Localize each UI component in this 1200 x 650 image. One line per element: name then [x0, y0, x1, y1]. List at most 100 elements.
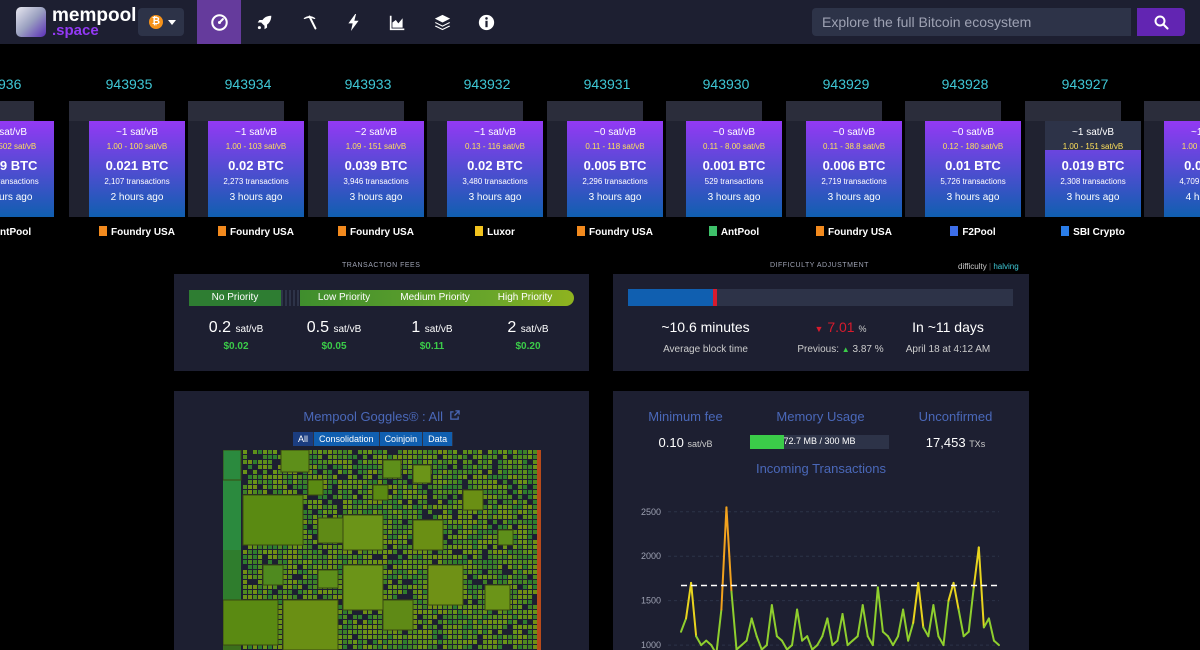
- block-height[interactable]: 943931: [583, 76, 631, 92]
- block-face[interactable]: ~1 sat/vB 1.00 - 103 sat/vB 0.02 BTC 2,273 …: [208, 121, 304, 217]
- block-4[interactable]: 943932 ~1 sat/vB 0.13 - 116 sat/vB 0.02 BTC…: [427, 44, 547, 249]
- chart-line-segment: [816, 635, 824, 647]
- block-time: 3 hours ago: [588, 192, 642, 203]
- block-1[interactable]: 943935 ~1 sat/vB 1.00 - 100 sat/vB 0.021 BT…: [69, 44, 189, 249]
- block-height[interactable]: 943928: [941, 76, 989, 92]
- block-5[interactable]: 943931 ~0 sat/vB 0.11 - 118 sat/vB 0.005 BT…: [547, 44, 667, 249]
- mempool-logo[interactable]: mempool .space: [16, 5, 136, 39]
- block-height[interactable]: 943935: [105, 76, 153, 92]
- block-height[interactable]: 943927: [1061, 76, 1109, 92]
- block-6[interactable]: 943930 ~0 sat/vB 0.11 - 8.00 sat/vB 0.001 B…: [666, 44, 786, 249]
- chart-line-segment: [826, 617, 834, 647]
- block-pool[interactable]: Foundry USA: [69, 226, 205, 238]
- chart-point: [978, 547, 979, 548]
- block-face[interactable]: ~1 sat/vB 1.00 - 502 sat/vB 0.01 BTC 4,709 …: [1164, 121, 1200, 217]
- nav-graphs[interactable]: [375, 0, 419, 44]
- block-height[interactable]: 943936: [0, 76, 22, 92]
- incoming-transactions-chart[interactable]: 2500 2000 1500 1000: [613, 486, 1029, 650]
- no-priority-usd: $0.02: [223, 341, 249, 352]
- chart-point: [842, 613, 843, 614]
- nav-mining[interactable]: [287, 0, 331, 44]
- medium-priority-label: Medium Priority: [400, 292, 470, 303]
- block-face[interactable]: ~1 sat/vB 1.00 - 502 sat/vB 0.019 BTC 2,213…: [0, 121, 54, 217]
- block-pool[interactable]: F2Pool: [905, 226, 1041, 238]
- network-selector[interactable]: ₿: [138, 8, 184, 36]
- block-pool[interactable]: Foundry USA: [547, 226, 683, 238]
- block-pool[interactable]: SBI Crypto: [1025, 226, 1161, 238]
- block-height[interactable]: 943933: [344, 76, 392, 92]
- block-total-fees: 0.01 BTC: [1184, 158, 1200, 173]
- chart-line-segment: [786, 644, 794, 650]
- filter-data[interactable]: Data: [423, 432, 453, 446]
- block-8[interactable]: 943928 ~0 sat/vB 0.12 - 180 sat/vB 0.01 BTC…: [905, 44, 1025, 249]
- block-face[interactable]: ~0 sat/vB 0.11 - 38.8 sat/vB 0.006 BTC 2,71…: [806, 121, 902, 217]
- block-pool[interactable]: AntPool: [0, 226, 74, 238]
- block-face[interactable]: ~1 sat/vB 0.13 - 116 sat/vB 0.02 BTC 3,480 …: [447, 121, 543, 217]
- block-pool[interactable]: AntPool: [666, 226, 802, 238]
- difficulty-change-value: 7.01: [827, 319, 855, 335]
- chart-line-segment: [750, 617, 758, 638]
- nav-docs[interactable]: [420, 0, 464, 44]
- block-9[interactable]: 943927 ~1 sat/vB 1.00 - 151 sat/vB 0.019 BT…: [1025, 44, 1145, 249]
- filter-consolidation[interactable]: Consolidation: [314, 432, 379, 446]
- high-priority-unit: sat/vB: [520, 324, 549, 335]
- chart-point: [943, 645, 944, 646]
- chart-line-segment: [735, 644, 743, 650]
- chart-line-segment: [917, 581, 925, 629]
- block-10[interactable]: ~1 sat/vB 1.00 - 502 sat/vB 0.01 BTC 4,709 …: [1144, 44, 1200, 249]
- block-height[interactable]: 943934: [224, 76, 272, 92]
- block-pool[interactable]: Foundry USA: [308, 226, 444, 238]
- nav-lightning[interactable]: [331, 0, 375, 44]
- block-height[interactable]: 943929: [822, 76, 870, 92]
- chart-point: [968, 631, 969, 632]
- chart-line-segment: [967, 586, 975, 633]
- nav-dashboard[interactable]: [197, 0, 241, 44]
- block-2[interactable]: 943934 ~1 sat/vB 1.00 - 103 sat/vB 0.02 BTC…: [188, 44, 308, 249]
- high-priority-usd: $0.20: [515, 341, 541, 352]
- filter-all[interactable]: All: [293, 432, 314, 446]
- gauge-icon: [210, 13, 228, 31]
- pool-name: Luxor: [487, 227, 515, 238]
- fee-gap-pattern: [281, 290, 300, 306]
- block-face[interactable]: ~0 sat/vB 0.11 - 118 sat/vB 0.005 BTC 2,296…: [567, 121, 663, 217]
- block-face[interactable]: ~1 sat/vB 1.00 - 100 sat/vB 0.021 BTC 2,107…: [89, 121, 185, 217]
- chart-line-segment: [932, 604, 940, 638]
- block-face[interactable]: ~1 sat/vB 1.00 - 151 sat/vB 0.019 BTC 2,308…: [1045, 121, 1141, 217]
- block-pool[interactable]: Foundry USA: [786, 226, 922, 238]
- mempool-block-visualization[interactable]: [223, 450, 541, 650]
- chart-point: [998, 645, 999, 646]
- nav-accelerator[interactable]: [242, 0, 286, 44]
- block-cube-top: [69, 101, 165, 121]
- block-cube-top: [666, 101, 762, 121]
- filter-coinjoin[interactable]: Coinjoin: [379, 432, 423, 446]
- chart-line-segment: [841, 613, 849, 647]
- goggles-title[interactable]: Mempool Goggles® : All: [174, 409, 589, 424]
- nav-about[interactable]: [464, 0, 508, 44]
- chart-point: [928, 636, 929, 637]
- block-tx-count: 2,273 transactions: [223, 177, 289, 186]
- block-pool[interactable]: [1144, 226, 1200, 238]
- block-height[interactable]: 943930: [702, 76, 750, 92]
- block-tx-count: 529 transactions: [704, 177, 764, 186]
- search-input[interactable]: [812, 8, 1131, 36]
- toggle-halving[interactable]: halving: [993, 262, 1019, 271]
- block-0[interactable]: 943936 ~1 sat/vB 1.00 - 502 sat/vB 0.019 BT…: [0, 44, 58, 249]
- chart-point: [857, 636, 858, 637]
- chart-point: [983, 627, 984, 628]
- pool-logo-icon: [218, 226, 227, 236]
- block-height[interactable]: 943932: [463, 76, 511, 92]
- block-total-fees: 0.02 BTC: [467, 158, 523, 173]
- block-face[interactable]: ~2 sat/vB 1.09 - 151 sat/vB 0.039 BTC 3,946…: [328, 121, 424, 217]
- block-total-fees: 0.021 BTC: [105, 158, 169, 173]
- block-pool[interactable]: Foundry USA: [188, 226, 324, 238]
- block-face[interactable]: ~0 sat/vB 0.11 - 8.00 sat/vB 0.001 BTC 529 …: [686, 121, 782, 217]
- pool-name: Foundry USA: [350, 227, 414, 238]
- block-pool[interactable]: Luxor: [427, 226, 563, 238]
- chart-point: [988, 618, 989, 619]
- block-7[interactable]: 943929 ~0 sat/vB 0.11 - 38.8 sat/vB 0.006 B…: [786, 44, 906, 249]
- toggle-difficulty[interactable]: difficulty: [958, 262, 987, 271]
- block-face[interactable]: ~0 sat/vB 0.12 - 180 sat/vB 0.01 BTC 5,726 …: [925, 121, 1021, 217]
- search-button[interactable]: [1137, 8, 1185, 36]
- block-3[interactable]: 943933 ~2 sat/vB 1.09 - 151 sat/vB 0.039 BT…: [308, 44, 428, 249]
- block-total-fees: 0.001 BTC: [702, 158, 766, 173]
